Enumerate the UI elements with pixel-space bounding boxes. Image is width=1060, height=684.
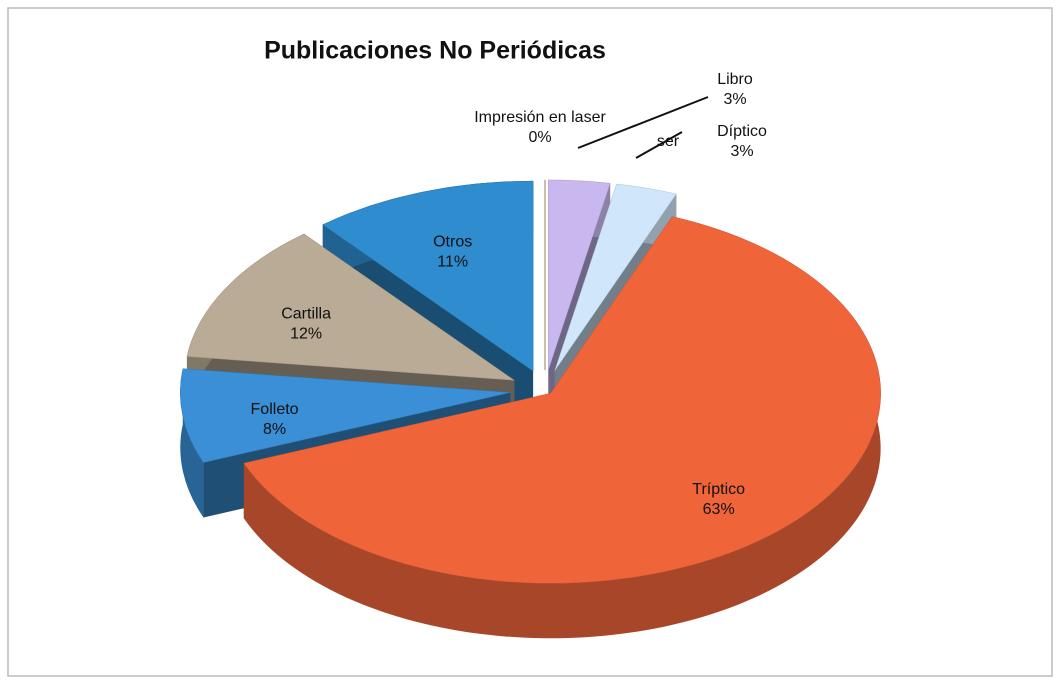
data-label-value: 0%	[528, 129, 551, 146]
data-label-name: Impresión en laser	[474, 109, 606, 126]
leader-line	[635, 131, 683, 159]
data-label-value: 8%	[263, 421, 286, 438]
slice	[186, 233, 516, 381]
slice	[243, 216, 881, 584]
data-label-value: 3%	[723, 91, 746, 108]
data-label-value: 3%	[730, 143, 753, 160]
data-label-value: 11%	[437, 254, 468, 271]
data-label-name: Cartilla	[281, 306, 331, 323]
slice	[554, 183, 677, 371]
chart-title: Publicaciones No Periódicas	[264, 37, 606, 65]
data-label-value: 12%	[290, 326, 322, 343]
leader-line	[577, 96, 709, 149]
data-label-value: 63%	[703, 501, 735, 518]
data-label-name: Tríptico	[692, 481, 745, 498]
slice	[548, 179, 611, 371]
slice	[322, 180, 534, 372]
data-label-name: Díptico	[717, 123, 767, 140]
data-label-name: Libro	[717, 71, 753, 88]
slice	[180, 368, 511, 463]
data-label-name: Otros	[433, 234, 472, 251]
data-label-name: Folleto	[251, 401, 299, 418]
